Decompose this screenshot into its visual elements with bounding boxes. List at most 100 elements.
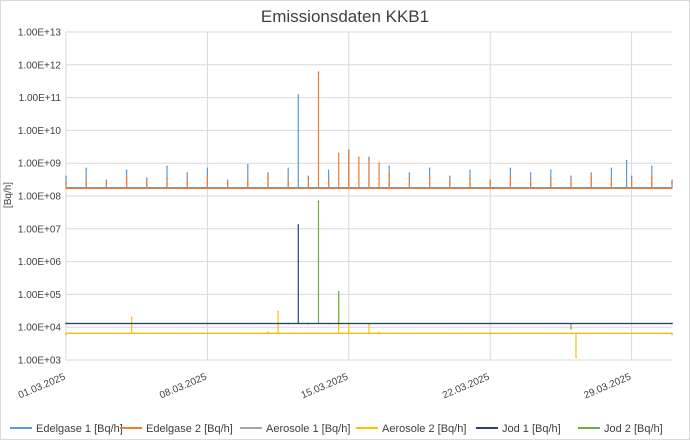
data-point [408,177,411,179]
data-point [287,179,290,182]
data-point [247,179,249,182]
data-point [317,71,320,73]
data-point [449,179,451,182]
data-point [307,322,310,325]
y-tick-label: 1.00E+11 [19,93,62,104]
data-point [125,175,128,178]
y-tick-label: 1.00E+05 [18,290,62,301]
data-point [206,167,209,170]
data-point [327,332,330,335]
legend-label-1: Edelgase 1 [Bq/h] [36,423,123,435]
data-point [368,158,370,161]
data-point [348,151,350,153]
data-point [378,162,380,164]
data-point [570,175,572,178]
y-tick-label: 1.00E+12 [18,60,62,71]
data-point [226,179,229,182]
data-point [226,182,229,184]
data-point [671,179,673,182]
legend-label-5: Jod 1 [Bq/h] [502,423,561,435]
data-point [509,175,512,178]
data-point [590,172,592,174]
data-point [529,179,532,182]
data-point [610,177,613,179]
y-tick-label: 1.00E+07 [18,224,62,235]
data-point [610,332,613,335]
data-point [449,332,451,335]
data-point [337,152,340,155]
data-point [146,177,148,179]
data-point [610,167,613,170]
data-point [186,179,188,182]
data-point [327,169,330,172]
chart-title: Emissionsdaten KKB1 [261,7,429,26]
data-point [85,179,87,182]
data-point [297,94,300,96]
data-point [317,200,320,202]
data-point [307,175,310,178]
data-point [166,165,168,168]
data-point [671,333,673,336]
data-point [327,179,330,182]
data-point [105,182,108,184]
data-point [267,172,269,174]
data-point [348,149,350,151]
data-point [550,332,552,335]
data-point [570,179,572,182]
data-point [307,177,310,179]
data-point [125,169,128,172]
data-point [287,167,290,170]
data-point [469,169,471,172]
data-point [65,182,67,184]
data-point [166,177,168,179]
data-point [130,316,133,319]
data-point [469,177,471,179]
data-point [146,179,148,182]
data-point [590,175,592,178]
data-point [65,175,67,178]
data-point [408,332,411,335]
data-point [630,179,633,182]
data-point [408,172,411,174]
data-point [297,224,300,226]
data-point [630,175,633,178]
data-point [337,291,340,293]
series-line-6 [66,200,672,330]
y-tick-label: 1.00E+04 [18,323,62,334]
legend-label-6: Jod 2 [Bq/h] [604,423,663,435]
data-point [277,310,279,313]
y-tick-label: 1.00E+06 [18,257,62,268]
y-tick-label: 1.00E+09 [18,159,62,170]
data-point [65,333,67,336]
y-tick-label: 1.00E+03 [18,356,62,367]
data-point [550,177,552,179]
data-point [247,332,249,335]
data-point [570,327,572,330]
y-tick-label: 1.00E+08 [18,192,62,203]
data-point [186,332,188,335]
data-point [651,175,653,178]
legend-label-4: Aerosole 2 [Bq/h] [382,423,466,435]
y-axis-label: [Bq/h] [3,182,14,208]
data-point [186,172,188,174]
y-tick-label: 1.00E+13 [18,28,62,39]
data-point [529,172,532,174]
data-point [287,322,290,325]
data-point [509,167,512,170]
data-point [85,167,87,170]
data-point [651,165,653,168]
data-point [509,332,512,335]
data-point [267,331,269,334]
data-point [428,175,431,178]
data-point [489,179,492,182]
series-line-4 [65,293,673,358]
data-point [358,156,360,159]
data-point [449,175,451,178]
data-point [267,175,269,178]
legend-label-2: Edelgase 2 [Bq/h] [146,423,233,435]
data-point [105,179,108,182]
data-point [575,356,577,359]
data-point [65,322,67,325]
data-point [671,322,673,325]
